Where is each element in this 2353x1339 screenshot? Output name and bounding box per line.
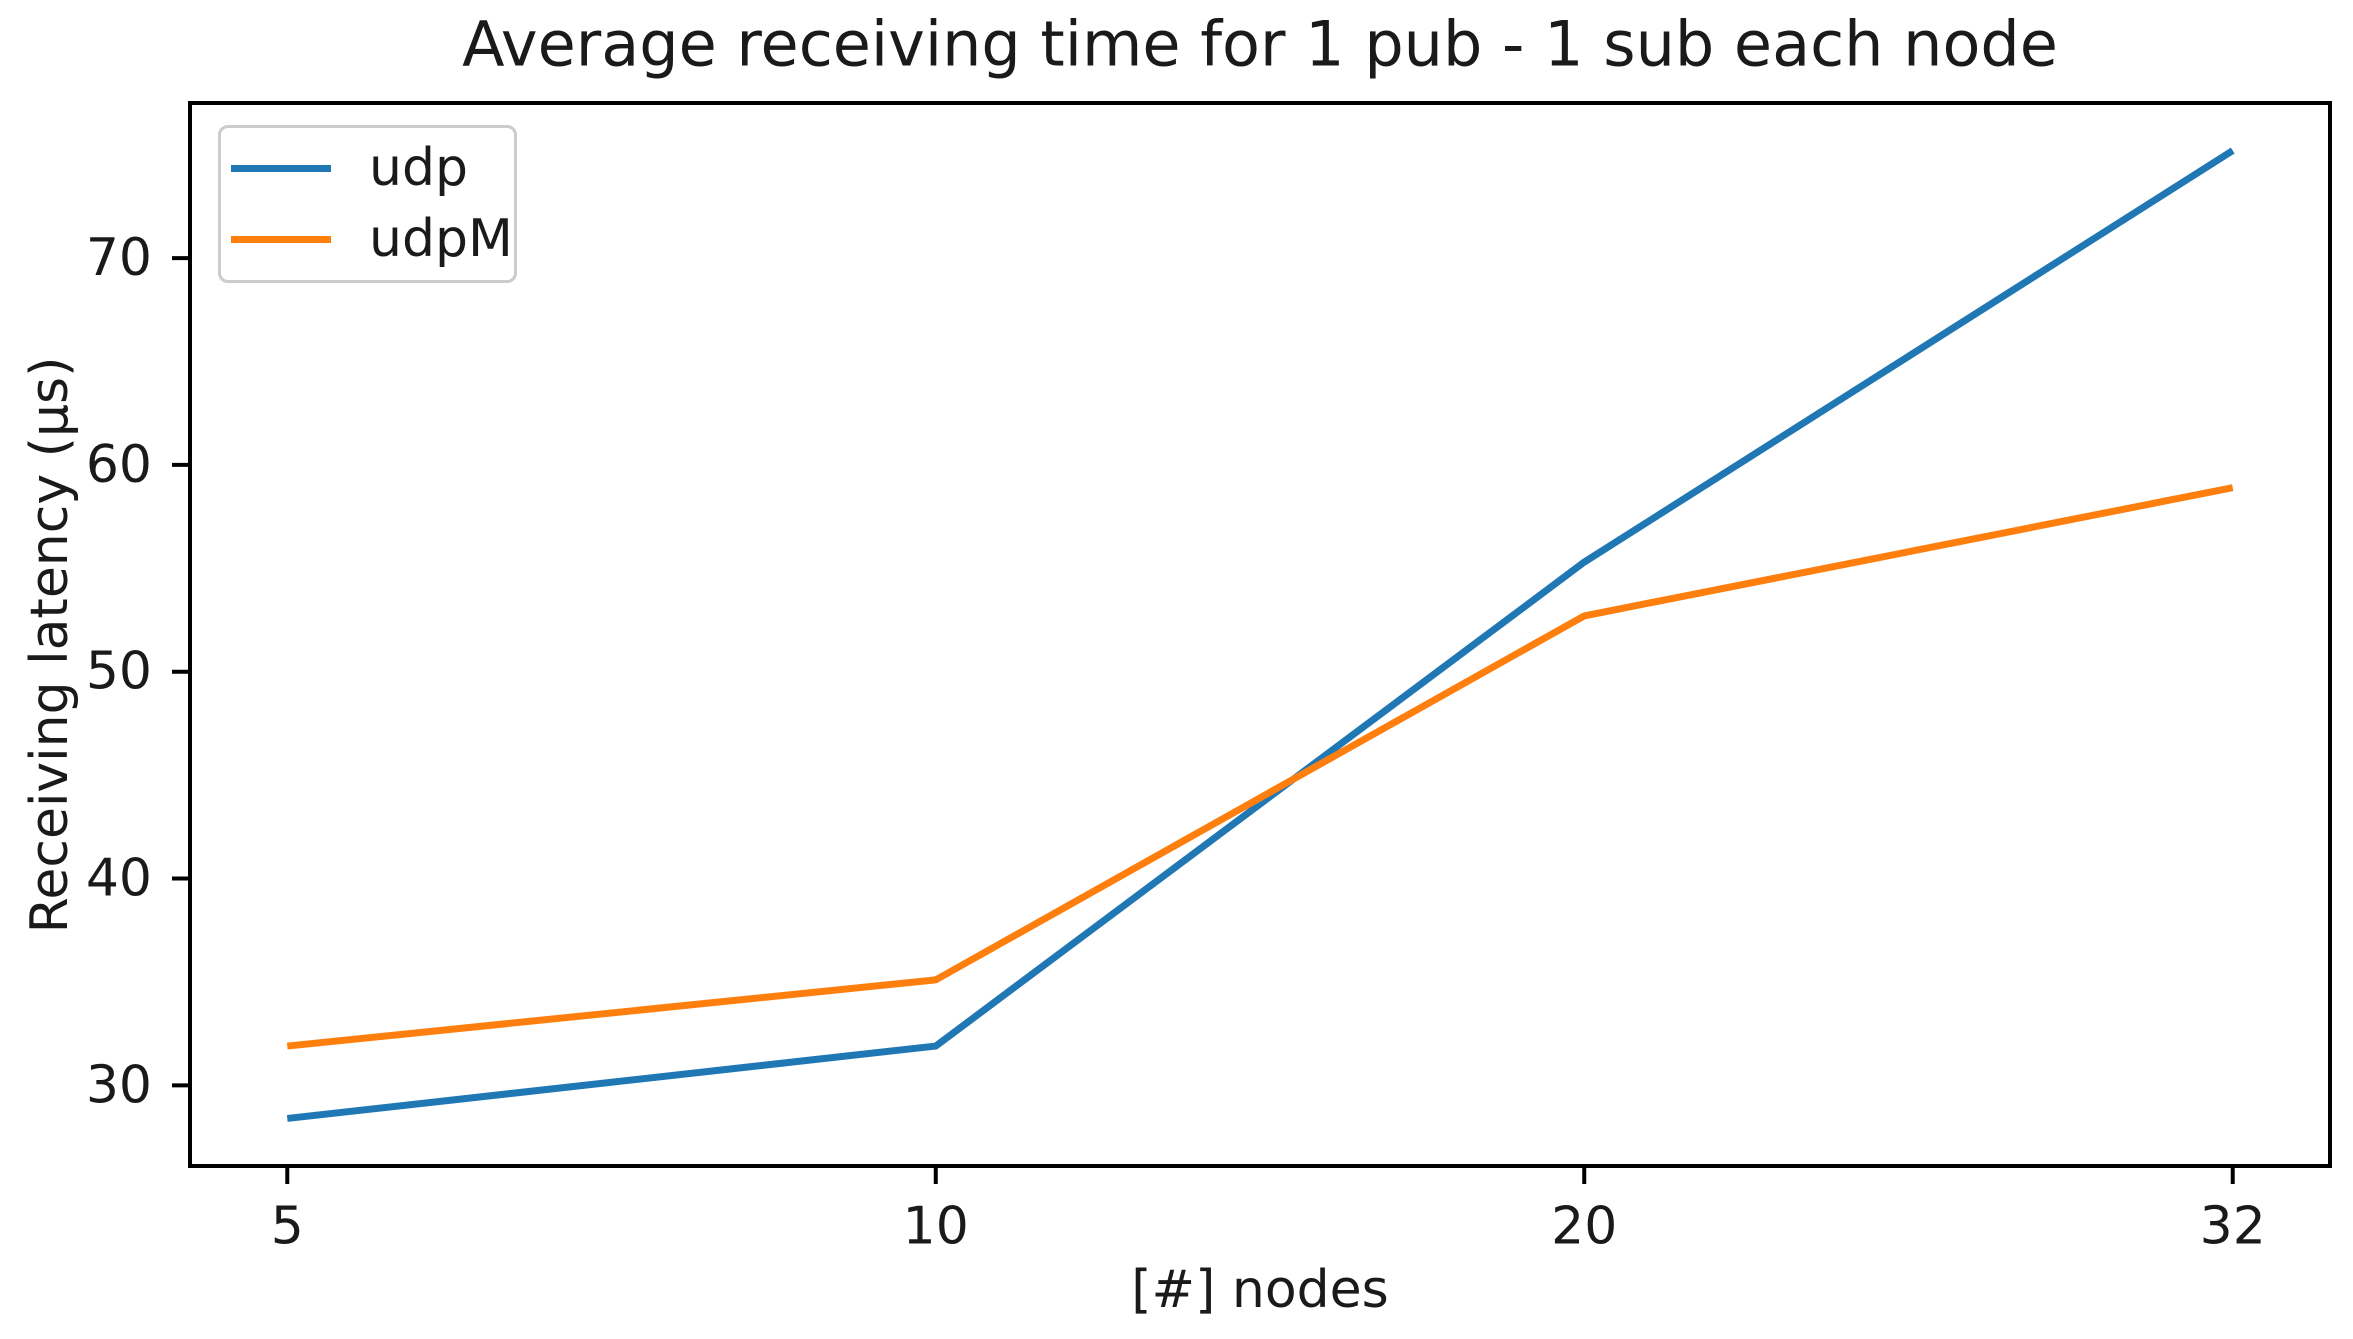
legend-item-udpM: udpM [231,213,514,266]
axes-spines [188,101,2332,1168]
y-tick-label: 70 [86,228,152,288]
legend-label: udp [369,138,468,198]
x-tick-label: 32 [2200,1197,2266,1257]
x-tick-label: 20 [1551,1197,1617,1257]
series-line-udp [286,147,2235,1122]
y-tick-label: 40 [86,849,152,909]
series-line-udpM [286,484,2234,1050]
y-tick-label: 60 [86,435,152,495]
x-axis-label: [#] nodes [1131,1260,1389,1320]
legend-swatch-udpM [231,236,331,243]
y-tick-label: 30 [86,1055,152,1115]
x-tick-label: 5 [271,1197,304,1257]
x-tick-label: 10 [903,1197,969,1257]
legend-label: udpM [369,209,513,269]
legend-item-udp: udp [231,142,514,195]
legend-swatch-udp [231,165,331,172]
chart-title: Average receiving time for 1 pub - 1 sub… [462,7,2058,81]
y-tick-label: 50 [86,642,152,702]
legend: udp udpM [218,125,517,283]
